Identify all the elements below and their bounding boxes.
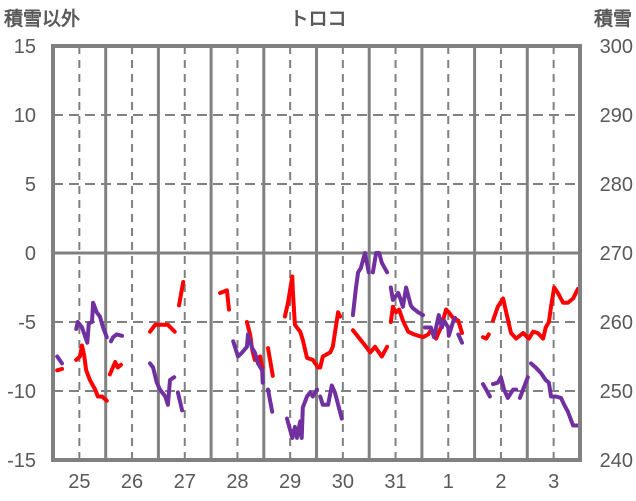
right-axis-label: 積雪 bbox=[594, 7, 632, 30]
snow-series-segment bbox=[175, 390, 185, 413]
right-y-tick-label: 280 bbox=[600, 174, 633, 196]
x-tick-label: 25 bbox=[68, 471, 90, 493]
snow-series-segment bbox=[266, 387, 275, 414]
x-tick-label: 1 bbox=[443, 471, 454, 493]
gridlines bbox=[53, 46, 580, 460]
snow-series-segment bbox=[231, 332, 265, 385]
right-y-tick-label: 260 bbox=[600, 312, 633, 334]
snow-series-segment bbox=[491, 375, 519, 400]
right-axis-ticks: 300 290 280 270 260 250 240 bbox=[600, 36, 633, 472]
x-tick-label: 2 bbox=[495, 471, 506, 493]
right-y-tick-label: 270 bbox=[600, 243, 633, 265]
left-y-tick-label: -15 bbox=[7, 450, 36, 472]
snow-series-segment bbox=[456, 332, 464, 345]
snow-series-segment bbox=[55, 354, 64, 366]
left-y-tick-label: 5 bbox=[25, 174, 36, 196]
snow-series-segment bbox=[285, 387, 319, 440]
left-y-tick-label: 10 bbox=[14, 105, 36, 127]
plot-frame bbox=[51, 44, 582, 462]
snow-series-segment bbox=[370, 251, 390, 275]
other-series-segment bbox=[177, 280, 186, 308]
right-y-tick-label: 250 bbox=[600, 381, 633, 403]
other-series-segment bbox=[74, 343, 109, 403]
chart-title: トロコ bbox=[289, 8, 346, 30]
other-series-segment bbox=[388, 304, 464, 341]
left-y-tick-label: 15 bbox=[14, 36, 36, 58]
other-series-segment bbox=[491, 285, 580, 341]
left-y-tick-label: 0 bbox=[25, 243, 36, 265]
right-y-tick-label: 240 bbox=[600, 450, 633, 472]
other-series-segment bbox=[218, 288, 231, 312]
x-tick-label: 27 bbox=[174, 471, 196, 493]
x-tick-label: 26 bbox=[121, 471, 143, 493]
snow-series-segment bbox=[318, 383, 344, 421]
other-series-segment bbox=[282, 274, 343, 370]
other-series-segment bbox=[55, 366, 64, 373]
x-tick-label: 28 bbox=[226, 471, 248, 493]
series-lines bbox=[55, 251, 580, 440]
left-y-tick-label: -10 bbox=[7, 381, 36, 403]
other-series-segment bbox=[350, 328, 390, 359]
snow-series-segment bbox=[148, 361, 177, 407]
other-series-segment bbox=[481, 332, 491, 341]
other-series-segment bbox=[266, 346, 275, 378]
right-y-tick-label: 300 bbox=[600, 36, 633, 58]
x-axis-ticks: 25 26 27 28 29 30 31 1 2 3 bbox=[68, 471, 559, 493]
right-y-tick-label: 290 bbox=[600, 105, 633, 127]
x-tick-label: 30 bbox=[332, 471, 354, 493]
other-series-segment bbox=[148, 322, 177, 334]
x-tick-label: 3 bbox=[548, 471, 559, 493]
snow-series-segment bbox=[109, 332, 124, 344]
snow-series-segment bbox=[529, 361, 580, 428]
snow-series-segment bbox=[423, 313, 458, 340]
snow-series-segment bbox=[388, 285, 425, 318]
left-axis-ticks: 15 10 5 0 -5 -10 -15 bbox=[7, 36, 36, 472]
x-tick-label: 31 bbox=[384, 471, 406, 493]
snow-series-segment bbox=[517, 375, 530, 400]
snow-series-segment bbox=[350, 251, 371, 318]
left-y-tick-label: -5 bbox=[18, 312, 36, 334]
snow-series-segment bbox=[74, 300, 109, 345]
other-series-segment bbox=[107, 360, 123, 377]
snow-series-segment bbox=[481, 382, 492, 399]
x-tick-label: 29 bbox=[279, 471, 301, 493]
left-axis-label: 積雪以外 bbox=[4, 7, 80, 30]
